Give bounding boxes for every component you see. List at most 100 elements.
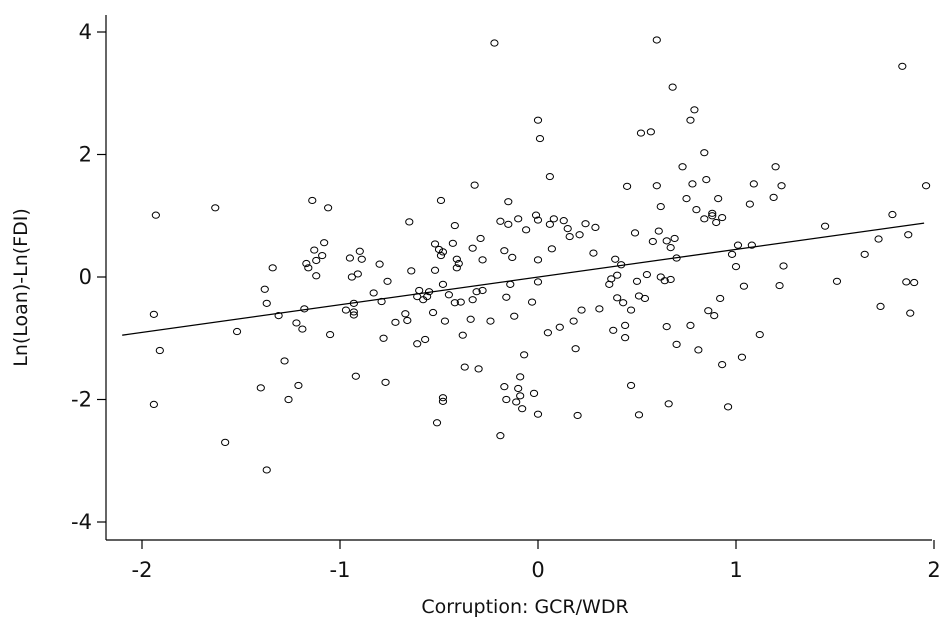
data-point (502, 293, 511, 301)
data-point (450, 221, 459, 230)
data-point (456, 298, 465, 306)
data-point (898, 62, 907, 70)
data-point (595, 305, 604, 313)
data-point (341, 306, 351, 314)
data-point (151, 211, 160, 219)
data-point (821, 222, 830, 230)
data-point (749, 180, 758, 188)
data-point (527, 298, 537, 306)
data-point (500, 383, 509, 391)
data-point (377, 297, 386, 306)
data-point (621, 321, 630, 329)
data-point (662, 323, 671, 331)
data-point (514, 384, 523, 393)
y-tick-label: 2 (79, 143, 92, 167)
data-point (349, 299, 358, 307)
data-point (280, 357, 289, 365)
data-point (571, 345, 580, 353)
data-point (718, 213, 727, 222)
data-point (428, 308, 438, 317)
data-point (775, 281, 784, 290)
data-point (375, 260, 384, 268)
data-point (874, 235, 883, 243)
data-point (369, 289, 378, 297)
data-point (432, 419, 442, 427)
data-point (292, 319, 301, 327)
data-point (476, 234, 485, 243)
data-point (516, 392, 525, 400)
data-point (413, 340, 422, 348)
data-point (672, 254, 681, 262)
regression-line (122, 222, 925, 336)
data-point (260, 285, 269, 293)
data-point (652, 36, 661, 44)
data-point (640, 294, 650, 303)
data-point (636, 129, 646, 137)
data-point (779, 262, 788, 270)
y-tick-label: -4 (71, 510, 92, 534)
data-point (906, 309, 915, 317)
data-point (256, 384, 265, 392)
x-tick-label: 1 (729, 558, 742, 582)
data-point (518, 405, 527, 413)
data-point (349, 308, 358, 316)
data-point (436, 251, 446, 260)
data-point (438, 248, 448, 256)
data-point (221, 438, 230, 446)
data-point (690, 106, 699, 114)
data-point (478, 256, 487, 264)
data-point (694, 346, 703, 354)
data-point (430, 266, 440, 274)
data-point (486, 317, 495, 325)
data-point (496, 432, 505, 440)
data-point (478, 286, 487, 295)
data-point (771, 163, 780, 171)
data-point (381, 378, 390, 386)
data-point (731, 262, 741, 271)
data-point (617, 261, 626, 269)
data-point (623, 182, 632, 190)
data-point (355, 247, 364, 255)
data-point (543, 329, 553, 337)
data-point (547, 245, 556, 253)
data-point (533, 216, 543, 224)
data-point (516, 373, 525, 381)
data-point (345, 254, 354, 262)
data-point (232, 327, 242, 336)
y-tick-label: -2 (71, 388, 92, 412)
x-axis-label: Corruption: GCR/WDR (421, 596, 628, 618)
data-point (565, 232, 574, 241)
data-point (533, 256, 543, 264)
data-point (692, 206, 701, 214)
data-point (302, 259, 311, 268)
data-point (351, 372, 360, 380)
data-point (607, 275, 616, 283)
data-point (737, 353, 747, 361)
data-point (353, 270, 362, 278)
data-point (401, 310, 410, 318)
data-point (716, 294, 725, 303)
x-tick-label: -2 (132, 558, 153, 582)
x-tick-label: 2 (927, 558, 940, 582)
data-point (460, 363, 469, 371)
x-axis-ticks: -2 -1 0 1 2 (132, 540, 941, 582)
data-point (648, 237, 657, 246)
data-point (739, 282, 749, 290)
data-point (529, 389, 539, 397)
data-point (474, 365, 483, 373)
data-point (468, 244, 477, 252)
data-point (268, 264, 277, 272)
data-point (470, 181, 479, 189)
data-point (910, 278, 919, 287)
data-point (211, 204, 220, 212)
data-point (860, 250, 869, 258)
data-point (468, 296, 477, 304)
data-point (777, 182, 786, 190)
data-point (379, 334, 388, 342)
data-point (425, 288, 434, 296)
data-point (832, 277, 842, 285)
data-point (688, 180, 697, 188)
data-point (569, 317, 578, 325)
data-point (300, 305, 309, 313)
data-point (545, 172, 554, 181)
